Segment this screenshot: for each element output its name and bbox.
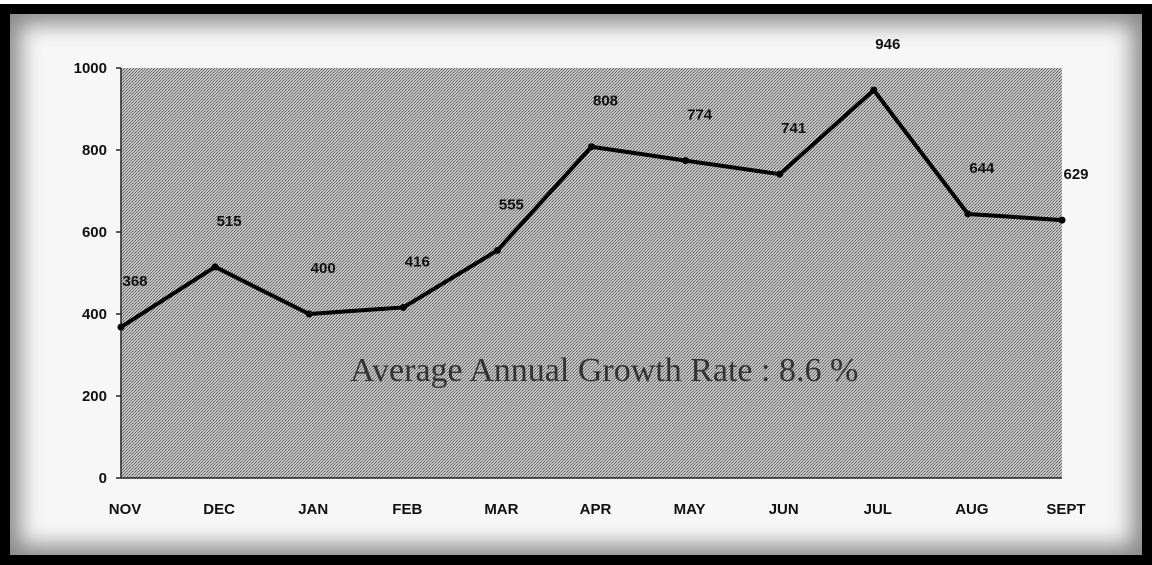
x-tick-label: DEC [203,501,235,518]
data-label: 515 [217,213,242,230]
x-tick-label: SEPT [1046,501,1085,518]
data-label: 644 [969,160,995,177]
data-label: 400 [311,260,336,277]
data-label: 808 [593,93,618,110]
y-tick-label: 600 [82,224,107,241]
y-axis-ticks: 0 200 400 600 800 1000 [74,60,121,487]
data-label: 629 [1063,166,1088,183]
data-label: 416 [405,253,430,270]
data-label: 774 [687,107,713,124]
x-tick-label: FEB [392,501,422,518]
y-tick-label: 200 [82,388,107,405]
data-point [211,263,219,271]
y-tick-label: 0 [99,470,107,487]
data-point [399,303,407,311]
data-label: 741 [781,120,806,137]
x-tick-label: JUN [769,501,799,518]
x-tick-label: APR [580,501,612,518]
data-point [870,86,878,94]
plot-area [121,68,1062,478]
y-tick-label: 400 [82,306,107,323]
data-label: 368 [122,273,147,290]
data-point [305,310,313,318]
x-tick-label: JAN [298,501,328,518]
data-point [1058,216,1066,224]
data-point [493,246,501,254]
data-point [964,210,972,218]
data-label: 555 [499,196,524,213]
data-point [682,157,690,165]
data-point [117,323,125,331]
x-tick-label: MAY [674,501,706,518]
data-point [776,170,784,178]
x-tick-label: MAR [484,501,518,518]
data-label: 946 [875,36,900,53]
x-tick-label: NOV [109,501,142,518]
data-labels: 368 515 400 416 555 808 774 741 946 644 629 [122,36,1088,290]
x-axis-ticks: NOV DEC JAN FEB MAR APR MAY JUN JUL AUG SEPT [109,501,1086,518]
x-tick-label: JUL [864,501,892,518]
data-point [588,143,595,151]
y-tick-label: 1000 [74,60,107,77]
y-tick-label: 800 [82,142,107,159]
growth-rate-annotation: Average Annual Growth Rate : 8.6 % [350,352,858,389]
data-points [117,86,1066,331]
x-tick-label: AUG [955,501,988,518]
